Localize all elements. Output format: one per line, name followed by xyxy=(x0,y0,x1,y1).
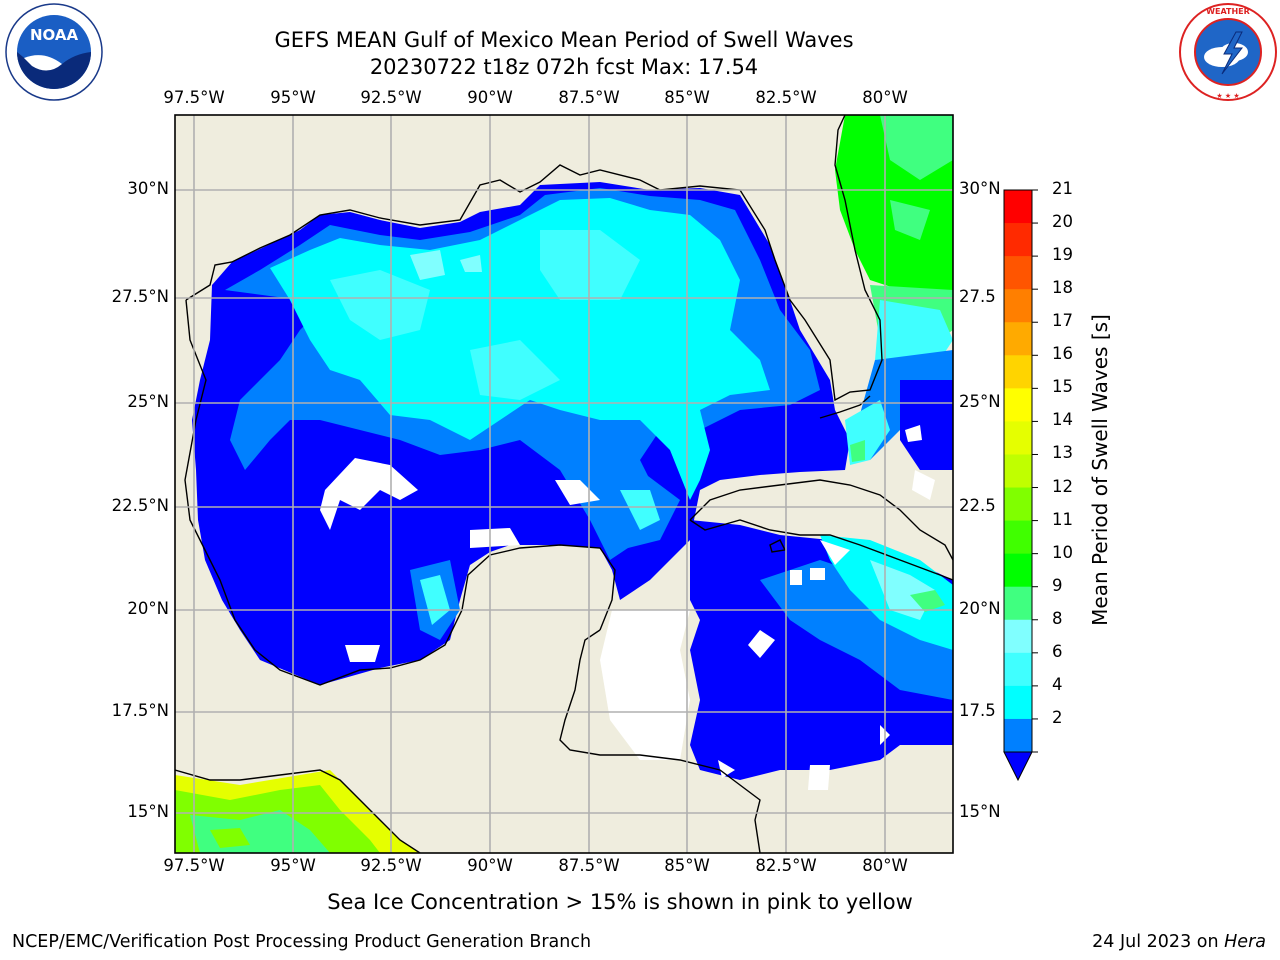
colorbar-swatch xyxy=(1004,223,1032,257)
lat-label-left: 22.5°N xyxy=(111,496,169,515)
gulf-swell-field-lightcyan xyxy=(330,270,430,340)
colorbar-swatch xyxy=(1004,652,1032,687)
lon-label-bottom: 90°W xyxy=(467,856,513,875)
lon-label-top: 87.5°W xyxy=(558,88,620,107)
footer-date-text: 24 Jul 2023 on xyxy=(1092,932,1219,952)
footer-host: Hera xyxy=(1224,932,1266,952)
colorbar-swatch xyxy=(1004,355,1032,389)
lat-label-left: 25°N xyxy=(127,392,169,411)
footer-date: 24 Jul 2023 on Hera xyxy=(1092,932,1266,952)
colorbar-swatch xyxy=(1004,289,1032,323)
lat-label-right: 17.5 xyxy=(959,701,996,720)
colorbar-tick-label: 6 xyxy=(1052,641,1063,661)
map-plot xyxy=(175,115,953,853)
colorbar-tick-label: 9 xyxy=(1052,575,1063,595)
colorbar-tick-label: 8 xyxy=(1052,608,1063,628)
colorbar-tick-label: 15 xyxy=(1052,377,1073,397)
colorbar xyxy=(1003,189,1038,782)
colorbar-tick-label: 12 xyxy=(1052,476,1073,496)
graticule xyxy=(175,115,953,853)
lat-label-right: 15°N xyxy=(959,802,1001,821)
colorbar-tick-label: 19 xyxy=(1052,245,1073,265)
nws-logo-icon: WEATHER ★ ★ ★ xyxy=(1179,3,1277,101)
colorbar-tick-label: 13 xyxy=(1052,443,1073,463)
lon-label-top: 92.5°W xyxy=(360,88,422,107)
colorbar-frame xyxy=(1003,189,1033,753)
colorbar-swatch xyxy=(1004,619,1032,654)
coastlines xyxy=(175,115,953,853)
colorbar-swatch xyxy=(1004,421,1032,455)
noaa-logo-icon: NOAA xyxy=(5,3,103,101)
colorbar-swatch xyxy=(1004,685,1032,720)
map-frame xyxy=(174,114,954,854)
lon-label-bottom: 97.5°W xyxy=(163,856,225,875)
colorbar-swatch xyxy=(1004,322,1032,356)
svg-text:★ ★ ★: ★ ★ ★ xyxy=(1216,92,1239,100)
colorbar-tick-label: 4 xyxy=(1052,674,1063,694)
lat-label-left: 17.5°N xyxy=(111,701,169,720)
footer-credit: NCEP/EMC/Verification Post Processing Pr… xyxy=(12,932,592,952)
lon-label-bottom: 80°W xyxy=(862,856,908,875)
lon-label-top: 82.5°W xyxy=(755,88,817,107)
lon-label-top: 97.5°W xyxy=(163,88,225,107)
lon-label-top: 85°W xyxy=(664,88,710,107)
colorbar-tick-label: 20 xyxy=(1052,212,1073,232)
lon-label-bottom: 95°W xyxy=(270,856,316,875)
chart-subtitle: 20230722 t18z 072h fcst Max: 17.54 xyxy=(369,55,759,79)
lat-label-left: 15°N xyxy=(127,802,169,821)
colorbar-swatch xyxy=(1004,487,1032,522)
lon-label-top: 90°W xyxy=(467,88,513,107)
colorbar-tick-label: 16 xyxy=(1052,344,1073,364)
lon-label-bottom: 82.5°W xyxy=(755,856,817,875)
lat-label-right: 27.5 xyxy=(959,287,996,306)
lon-label-bottom: 85°W xyxy=(664,856,710,875)
sea-ice-note: Sea Ice Concentration > 15% is shown in … xyxy=(0,890,1280,914)
colorbar-swatch xyxy=(1004,553,1032,588)
lat-label-right: 30°N xyxy=(959,179,1001,198)
sea-ice-note-text: Sea Ice Concentration > 15% is shown in … xyxy=(327,890,913,914)
colorbar-tick-label: 14 xyxy=(1052,410,1073,430)
lat-label-right: 20°N xyxy=(959,599,1001,618)
colorbar-tick-label: 17 xyxy=(1052,311,1073,331)
lat-label-right: 25°N xyxy=(959,392,1001,411)
colorbar-tick-label: 2 xyxy=(1052,707,1063,727)
lat-label-left: 20°N xyxy=(127,599,169,618)
colorbar-tick-label: 18 xyxy=(1052,278,1073,298)
colorbar-swatch xyxy=(1004,388,1032,422)
colorbar-swatch xyxy=(1004,256,1032,290)
colorbar-tick-label: 21 xyxy=(1052,179,1073,198)
lon-label-bottom: 87.5°W xyxy=(558,856,620,875)
colorbar-swatch xyxy=(1004,520,1032,555)
lat-label-left: 30°N xyxy=(127,179,169,198)
lon-label-top: 95°W xyxy=(270,88,316,107)
colorbar-swatch xyxy=(1004,454,1032,489)
colorbar-tick-label: 11 xyxy=(1052,509,1073,529)
colorbar-swatch xyxy=(1004,586,1032,621)
colorbar-tick-label: 10 xyxy=(1052,542,1073,562)
colorbar-title: Mean Period of Swell Waves [s] xyxy=(1088,314,1112,626)
colorbar-swatch xyxy=(1004,718,1032,753)
lat-label-left: 27.5°N xyxy=(111,287,169,306)
lon-label-bottom: 92.5°W xyxy=(360,856,422,875)
svg-text:NOAA: NOAA xyxy=(30,26,79,44)
lon-label-top: 80°W xyxy=(862,88,908,107)
colorbar-swatch xyxy=(1004,190,1032,224)
svg-text:WEATHER: WEATHER xyxy=(1206,7,1250,16)
lat-label-right: 22.5 xyxy=(959,496,996,515)
colorbar-under-arrow xyxy=(1003,751,1033,782)
chart-title: GEFS MEAN Gulf of Mexico Mean Period of … xyxy=(274,28,854,52)
